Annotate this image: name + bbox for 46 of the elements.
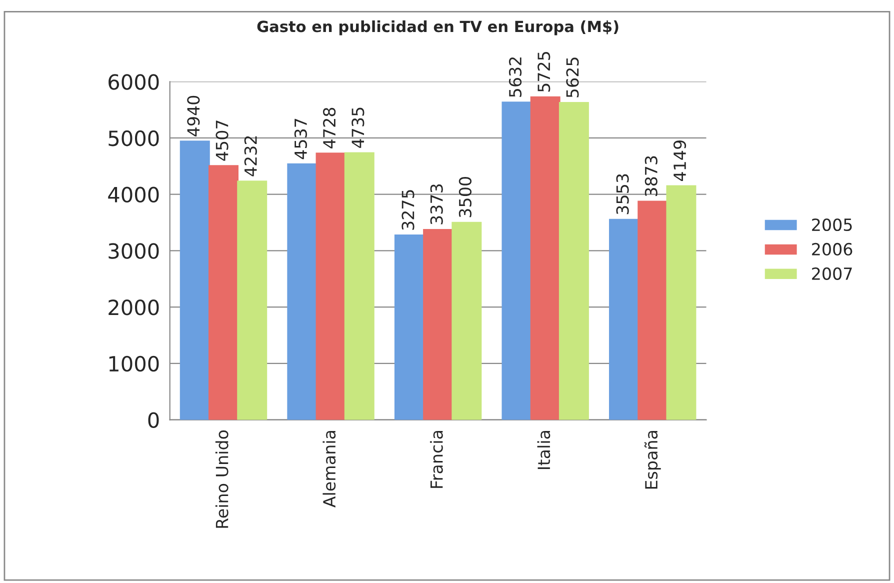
data-label: 3275 (402, 190, 414, 230)
bar (609, 218, 640, 420)
x-tick-label: Reino Unido (215, 430, 228, 528)
data-label: 4728 (323, 108, 336, 148)
bar (502, 102, 532, 420)
bar (666, 185, 696, 420)
y-tick-label: 2000 (108, 300, 159, 316)
legend-label: 2006 (812, 242, 852, 256)
y-tick-label: 4000 (108, 186, 159, 203)
y-tick-label: 3000 (108, 243, 159, 259)
legend-label: 2007 (812, 267, 852, 280)
data-label: 5632 (508, 57, 522, 97)
bar (452, 222, 482, 420)
data-label: 4232 (244, 136, 257, 176)
bar (316, 152, 346, 420)
data-label: 3873 (644, 156, 658, 196)
y-tick-label: 0 (148, 412, 159, 428)
data-label: 3500 (458, 177, 472, 218)
bar (558, 102, 589, 420)
y-tick-label: 5000 (108, 130, 159, 146)
data-label: 4149 (673, 140, 686, 181)
bar (287, 163, 318, 420)
data-label: 3553 (616, 174, 629, 214)
x-tick-label: España (644, 430, 661, 489)
x-tick-label: Italia (537, 430, 550, 469)
bar (208, 165, 238, 420)
bar (423, 228, 454, 420)
bar (180, 140, 210, 420)
data-label: 4940 (187, 96, 200, 136)
bar (638, 200, 668, 420)
data-label: 4735 (352, 108, 364, 148)
data-label: 4537 (294, 118, 308, 160)
data-label: 5625 (566, 58, 579, 98)
y-tick-label: 1000 (109, 356, 159, 372)
data-label: 5725 (538, 52, 550, 92)
x-tick-label: Francia (430, 430, 443, 488)
bar (344, 152, 374, 420)
chart-title: Gasto en publicidad en TV en Europa (M$) (257, 20, 618, 36)
bar (394, 234, 424, 420)
legend-label: 2005 (812, 218, 852, 232)
y-tick-label: 6000 (108, 74, 159, 90)
bar (530, 96, 560, 420)
data-label: 4507 (216, 120, 228, 161)
bar (237, 180, 268, 420)
data-label: 3373 (430, 184, 443, 224)
x-tick-label: Alemania (322, 430, 336, 508)
